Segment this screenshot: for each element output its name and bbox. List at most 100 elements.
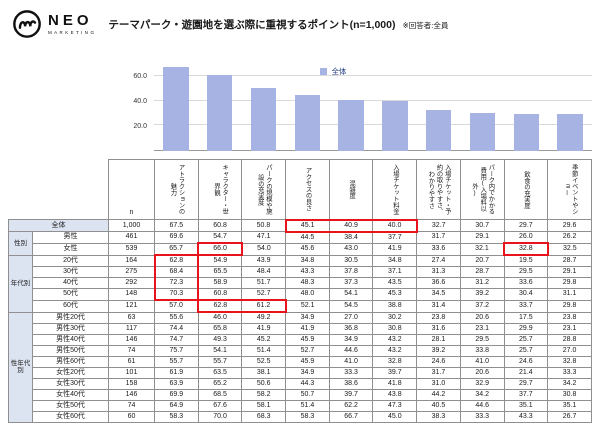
value-cell: 49.2 [241, 311, 287, 324]
value-cell: 67.6 [197, 400, 243, 412]
n-cell: 60 [108, 411, 155, 423]
value-cell: 33.8 [459, 345, 505, 357]
value-cell: 27.4 [416, 254, 461, 267]
value-cell: 52.5 [241, 356, 287, 368]
n-cell: 117 [108, 323, 155, 335]
row-label: 女性30代 [32, 378, 109, 390]
value-cell: 50.8 [241, 219, 287, 232]
value-cell: 29.7 [503, 219, 549, 232]
value-cell: 35.1 [503, 400, 549, 412]
value-cell: 68.3 [241, 411, 287, 423]
value-cell: 30.4 [503, 288, 549, 301]
table-row: 60代 121 57.0 62.8 61.2 52.1 54.5 38.8 31.4 37.2 33… [9, 299, 592, 313]
value-cell: 37.7 [503, 389, 549, 401]
page-title: テーマパーク・遊園地を選ぶ際に重視するポイント(n=1,000) [108, 18, 396, 31]
row-label: 50代 [32, 288, 109, 301]
value-cell: 29.8 [547, 299, 592, 313]
value-cell: 31.0 [416, 378, 461, 390]
neo-marketing-logo: NEO MARKETING [12, 9, 96, 39]
value-cell: 52.7 [285, 345, 330, 357]
bar-slot [373, 51, 417, 151]
value-cell: 37.3 [328, 277, 374, 289]
value-cell: 27.0 [547, 345, 592, 357]
highlighted-value-cell: 40.0 [372, 218, 418, 233]
bar-slot [285, 51, 329, 151]
bar [294, 94, 320, 151]
table-body: 全体 1,000 67.5 60.8 50.8 45.1 40.9 40.0 32.7 30.7 2… [8, 218, 592, 423]
value-cell: 24.6 [503, 356, 549, 368]
value-cell: 65.8 [197, 323, 243, 335]
value-cell: 50.7 [285, 389, 330, 401]
value-cell: 28.1 [416, 334, 461, 346]
value-cell: 74.4 [154, 323, 199, 335]
value-cell: 34.9 [285, 311, 330, 324]
value-cell: 28.7 [459, 266, 505, 278]
value-cell: 36.6 [416, 277, 461, 289]
value-cell: 38.3 [416, 411, 461, 423]
value-cell: 54.5 [328, 299, 374, 313]
value-cell: 41.0 [328, 356, 374, 368]
table-row: 男性60代 61 55.7 55.7 52.5 45.9 41.0 32.8 24.6 41.0 2… [9, 356, 592, 368]
value-cell: 41.9 [285, 323, 330, 335]
value-cell: 29.8 [547, 277, 592, 289]
row-label: 男性 [32, 231, 109, 244]
value-cell: 55.7 [197, 356, 243, 368]
value-cell: 45.2 [241, 334, 287, 346]
column-header: 入場チケット・予約の取りやすさ、わかりやすさ [416, 159, 461, 220]
column-header: アトラクションの魅力 [154, 159, 199, 220]
table-row: 男性50代 74 75.7 54.1 51.4 52.7 44.6 43.2 39.2 33.8 2… [9, 345, 592, 357]
n-column-header: n [108, 159, 155, 220]
n-cell: 74 [108, 400, 155, 412]
value-cell: 27.0 [328, 311, 374, 324]
bar [425, 110, 452, 151]
value-cell: 38.6 [328, 378, 374, 390]
value-cell: 29.5 [459, 334, 505, 346]
bar [207, 75, 233, 151]
n-cell: 146 [108, 334, 155, 346]
bar [557, 114, 583, 151]
value-cell: 58.3 [154, 411, 199, 423]
value-cell: 39.2 [459, 288, 505, 301]
bar [469, 112, 496, 151]
value-cell: 30.8 [547, 389, 592, 401]
table-row: 女性50代 74 64.9 67.6 58.1 51.4 62.2 47.3 40.5 44.6 3… [9, 400, 592, 412]
value-cell: 34.5 [416, 288, 461, 301]
value-cell: 51.7 [241, 277, 287, 289]
value-cell: 34.9 [328, 334, 374, 346]
gridline [154, 124, 592, 126]
column-header: 飲食の充実度 [503, 159, 549, 220]
table-row: 女性60代 60 58.3 70.0 68.3 58.3 66.7 45.0 38.3 33.3 4… [9, 411, 592, 423]
value-cell: 39.7 [328, 389, 374, 401]
value-cell: 54.0 [241, 242, 287, 256]
value-cell: 34.2 [547, 378, 592, 390]
page-header: NEO MARKETING テーマパーク・遊園地を選ぶ際に重視するポイント(n=… [0, 0, 600, 39]
value-cell: 39.7 [372, 367, 418, 379]
value-cell: 69.6 [154, 231, 199, 244]
value-cell: 44.2 [416, 389, 461, 401]
highlighted-value-cell: 32.8 [503, 242, 549, 256]
value-cell: 41.8 [372, 378, 418, 390]
logo-subtitle: MARKETING [48, 29, 97, 35]
value-cell: 20.6 [459, 311, 505, 324]
row-label: 20代 [32, 254, 109, 267]
value-cell: 60.8 [197, 219, 243, 232]
highlighted-value-cell: 62.8 [197, 299, 243, 313]
value-cell: 63.5 [197, 367, 243, 379]
bar [250, 87, 277, 151]
value-cell: 48.4 [241, 266, 287, 278]
value-cell: 54.1 [197, 345, 243, 357]
row-label: 女性20代 [32, 367, 109, 379]
value-cell: 29.9 [503, 323, 549, 335]
value-cell: 31.2 [459, 277, 505, 289]
value-cell: 64.9 [154, 400, 199, 412]
value-cell: 65.2 [197, 378, 243, 390]
value-cell: 58.2 [241, 389, 287, 401]
value-cell: 23.1 [547, 323, 592, 335]
chart-bars [154, 51, 592, 151]
value-cell: 69.9 [154, 389, 199, 401]
value-cell: 34.2 [459, 389, 505, 401]
chart-legend: 全体 [320, 66, 346, 77]
value-cell: 26.2 [547, 231, 592, 244]
highlighted-value-cell: 61.2 [241, 299, 287, 313]
gridline [154, 74, 592, 76]
